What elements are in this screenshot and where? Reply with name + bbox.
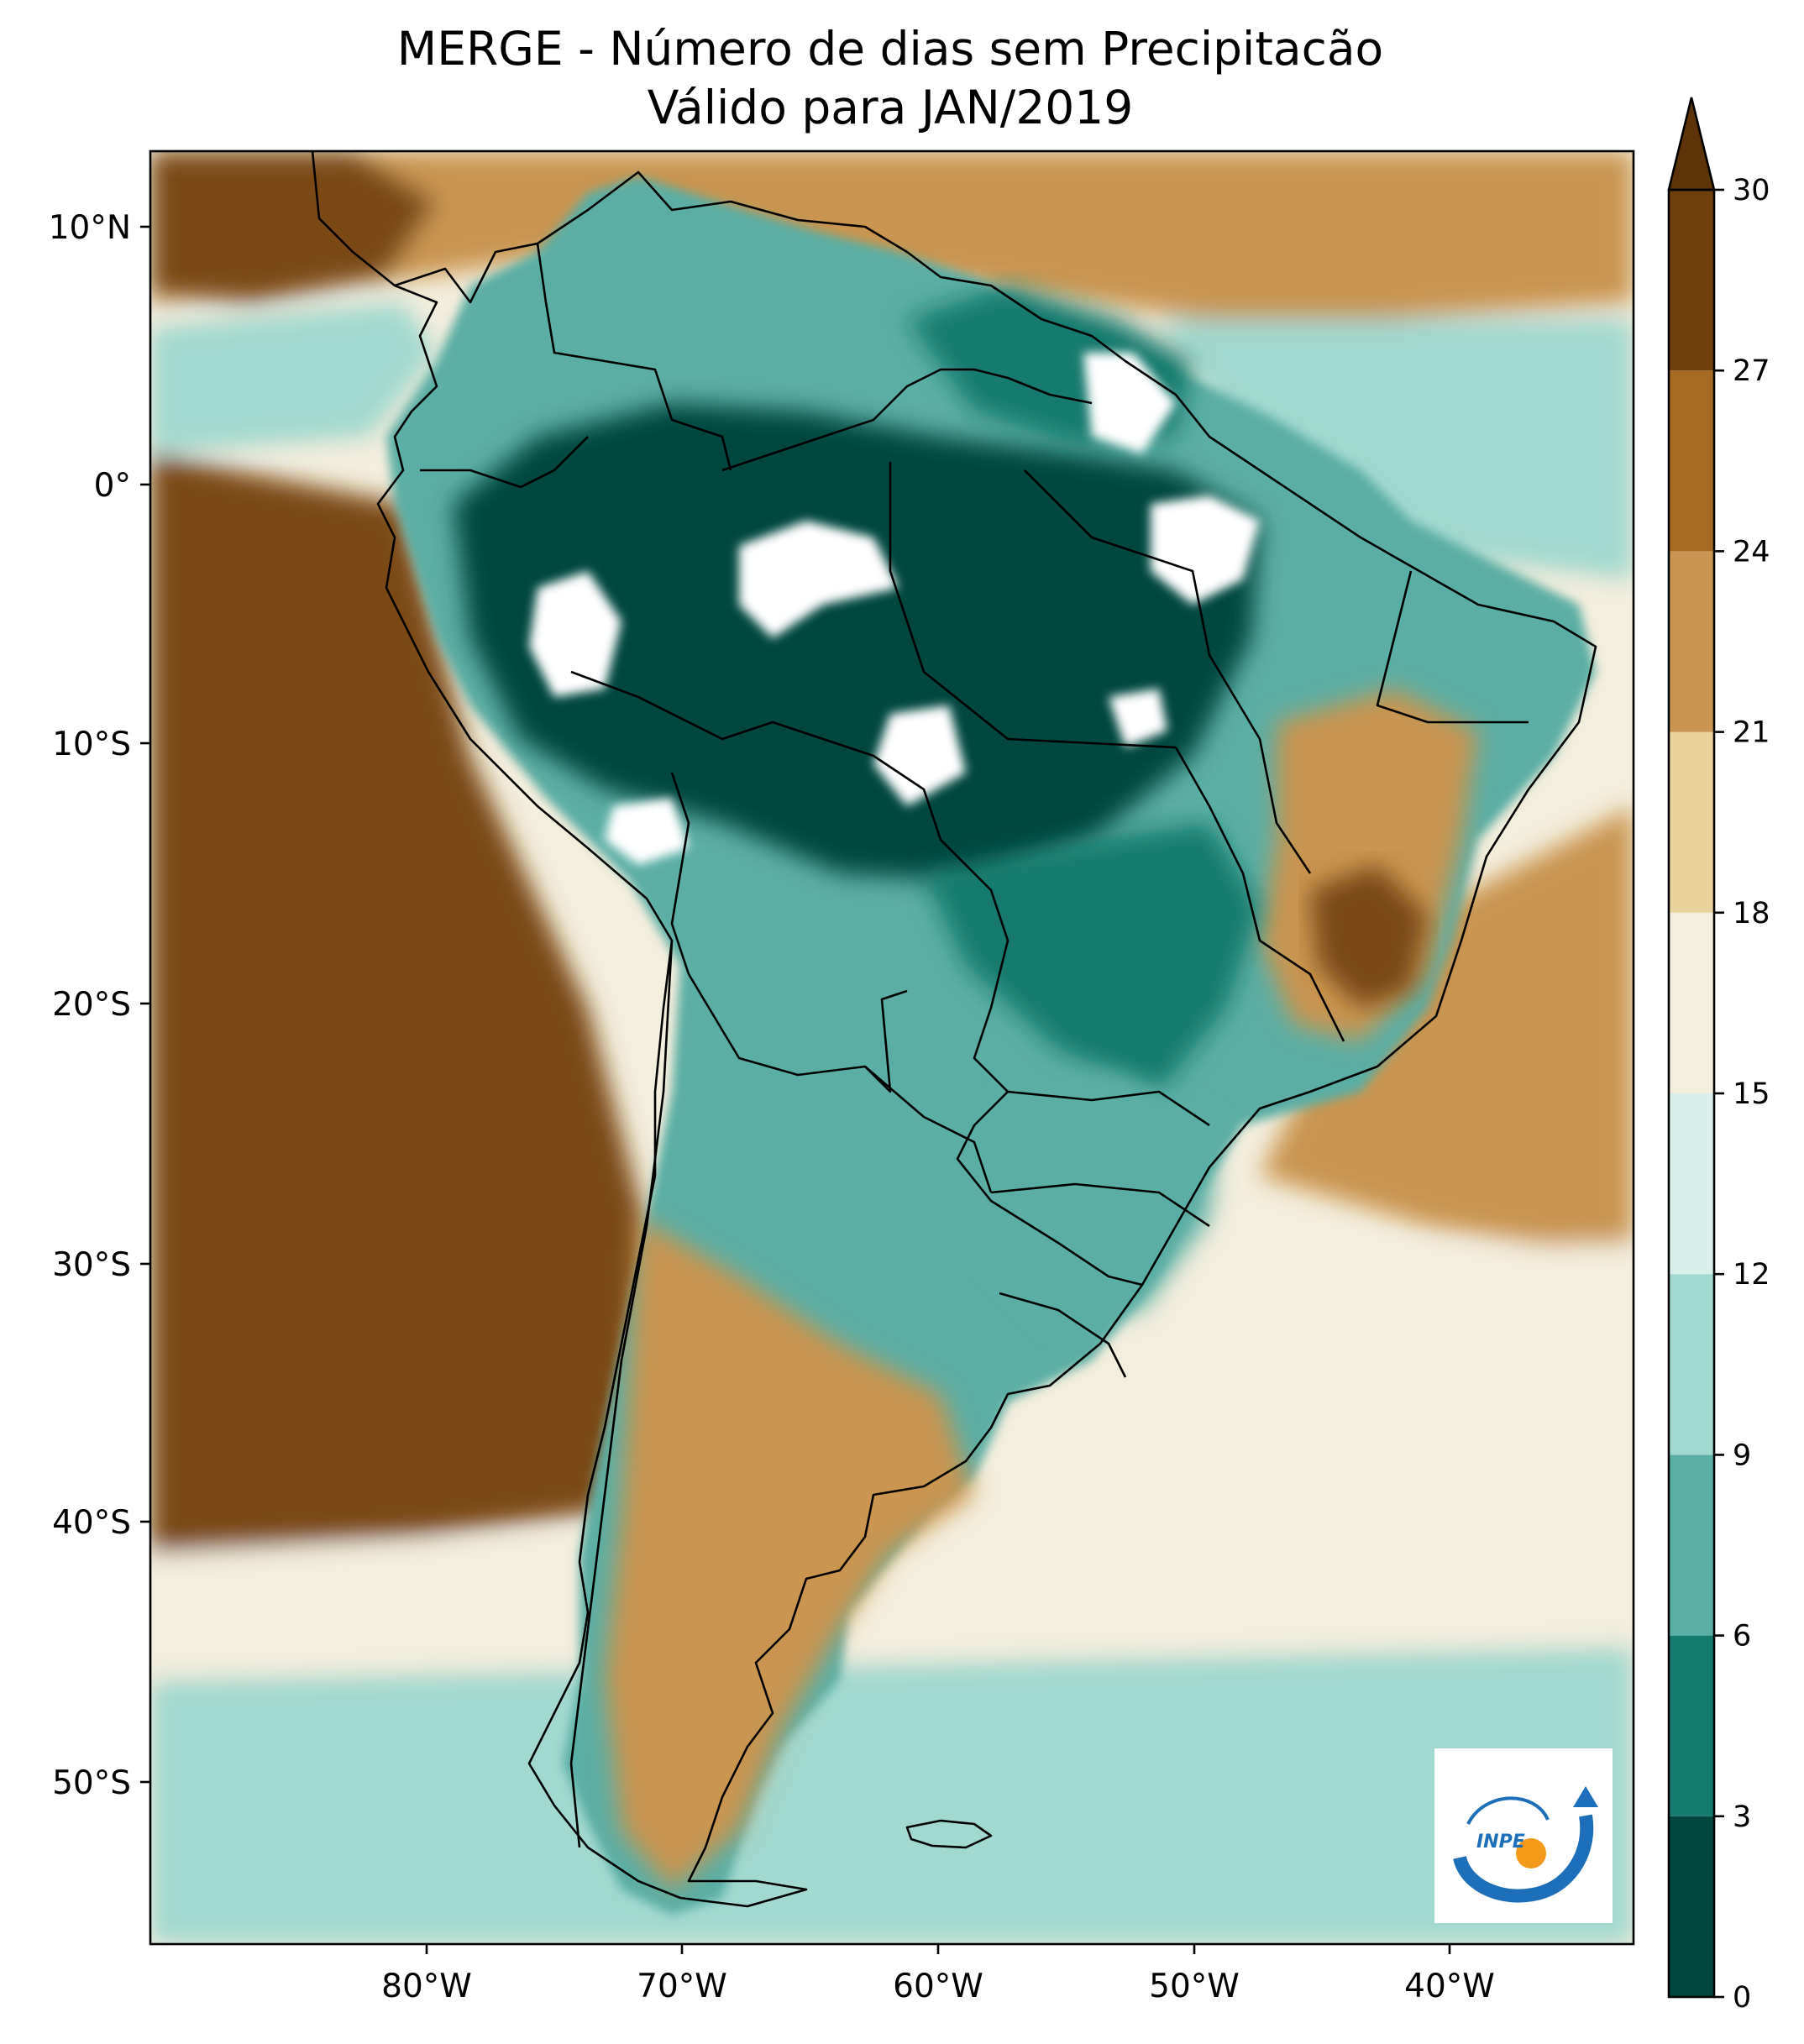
border-paraguay <box>864 1066 993 1193</box>
lat-tick-label: 40°S <box>52 1504 131 1542</box>
colorbar-tick-label: 18 <box>1733 897 1770 930</box>
lat-tick-label: 0° <box>94 467 131 505</box>
lat-tick-label: 10°S <box>52 726 131 763</box>
colorbar-tick-label: 12 <box>1733 1258 1770 1292</box>
border-brazil-north <box>721 368 1093 472</box>
colorbar-tick-label: 0 <box>1733 1981 1751 2015</box>
nodata-amazonas <box>739 521 899 638</box>
ocean-pacific-teal-north <box>150 302 437 453</box>
logo-arrowhead <box>1573 1786 1598 1807</box>
colorbar: 0 3 6 9 12 15 18 21 24 27 30 <box>1667 97 1770 2015</box>
border-uruguay <box>999 1292 1127 1378</box>
colorbar-segment <box>1669 1274 1714 1455</box>
colorbar-segment <box>1669 1816 1714 1997</box>
border-peru-bolivia <box>670 772 690 975</box>
lon-axis: 80°W 70°W 60°W 50°W 40°W <box>381 1944 1495 2005</box>
border-brazil-states-1 <box>1024 469 1312 874</box>
colorbar-segment <box>1669 1635 1714 1816</box>
nodata-acre <box>529 571 621 697</box>
colorbar-tick-label: 24 <box>1733 535 1770 569</box>
lon-tick-label: 60°W <box>893 1968 983 2005</box>
dry-northeast <box>1260 689 1478 1041</box>
ocean-south-light <box>150 1512 1634 1688</box>
colorbar-extend-arrow <box>1667 97 1716 191</box>
colorbar-tick-label: 15 <box>1733 1077 1770 1111</box>
logo-dot <box>1516 1838 1546 1868</box>
colorbar-tick-label: 27 <box>1733 354 1770 388</box>
colorbar-segment <box>1669 1454 1714 1636</box>
wet-south-brazil <box>991 1075 1218 1327</box>
inpe-logo-icon: INPE <box>1453 1786 1598 1903</box>
chart-title: MERGE - Número de dias sem Precipitacão <box>396 22 1384 76</box>
wet-amazon <box>454 403 1260 882</box>
border-argentina-chile <box>569 940 674 1848</box>
lon-tick-label: 40°W <box>1404 1968 1495 2005</box>
dry-patagonia <box>605 1218 974 1889</box>
colorbar-segment <box>1669 731 1714 913</box>
colorbar-tick-label: 3 <box>1733 1800 1751 1834</box>
lon-tick-label: 70°W <box>637 1968 727 2005</box>
ocean-bands <box>150 151 1634 1944</box>
border-brazil-states-6 <box>1376 570 1529 724</box>
colorbar-segment <box>1669 190 1714 371</box>
colorbar-segment <box>1669 912 1714 1093</box>
lat-tick-label: 50°S <box>52 1764 131 1802</box>
falklands <box>905 1819 993 1849</box>
colorbar-tick-label: 21 <box>1733 716 1770 750</box>
colorbar-segment <box>1669 551 1714 732</box>
nodata-amapa <box>1083 353 1176 453</box>
ocean-caribbean-dry <box>150 151 437 302</box>
border-brazil-states-4 <box>1007 1090 1210 1127</box>
colorbar-segment <box>1669 1093 1714 1275</box>
ocean-atlantic-dry-east <box>1260 806 1634 1260</box>
colorbar-tick-label: 6 <box>1733 1620 1751 1654</box>
chart-subtitle: Válido para JAN/2019 <box>647 81 1134 134</box>
nodata-mato-grosso <box>1109 689 1167 747</box>
wet-center-west <box>924 823 1260 1092</box>
lat-tick-label: 10°N <box>49 209 131 247</box>
colorbar-segment <box>1669 370 1714 552</box>
logo-swoosh <box>1453 1814 1594 1903</box>
logo-text: INPE <box>1476 1832 1525 1853</box>
lat-tick-label: 20°S <box>52 986 131 1024</box>
border-brazil-states-2 <box>889 462 1177 749</box>
precip-field <box>150 151 1634 1944</box>
political-borders <box>311 150 1597 1908</box>
ocean-pacific-dry <box>150 453 655 1554</box>
inpe-logo: INPE <box>1434 1748 1613 1923</box>
lat-axis: 10°N 0° 10°S 20°S 30°S 40°S 50°S <box>49 209 150 1802</box>
ocean-south-teal <box>150 1646 1634 1944</box>
map-frame <box>149 149 1635 1946</box>
border-brazil-west <box>570 670 1143 1287</box>
ocean-atlantic-teal <box>1159 319 1634 579</box>
colorbar-tick-label: 9 <box>1733 1439 1751 1472</box>
lat-tick-label: 30°S <box>52 1246 131 1284</box>
no-data-patches <box>529 353 1260 865</box>
colorbar-tick-label: 30 <box>1733 174 1770 207</box>
nodata-bolivia <box>605 798 689 865</box>
dry-northeast-core <box>1310 865 1428 1008</box>
border-colombia-venezuela <box>536 243 732 471</box>
border-ecuador-peru <box>420 436 589 489</box>
ocean-north-dry <box>150 151 1634 328</box>
coastline <box>311 150 1597 1908</box>
border-brazil-states-5 <box>990 1182 1210 1228</box>
nodata-rondonia <box>873 705 966 806</box>
logo-orbit <box>1466 1796 1550 1825</box>
border-brazil-states-3 <box>1174 747 1345 1042</box>
lon-tick-label: 80°W <box>381 1968 472 2005</box>
nodata-para <box>1151 495 1260 605</box>
lon-tick-label: 50°W <box>1149 1968 1240 2005</box>
